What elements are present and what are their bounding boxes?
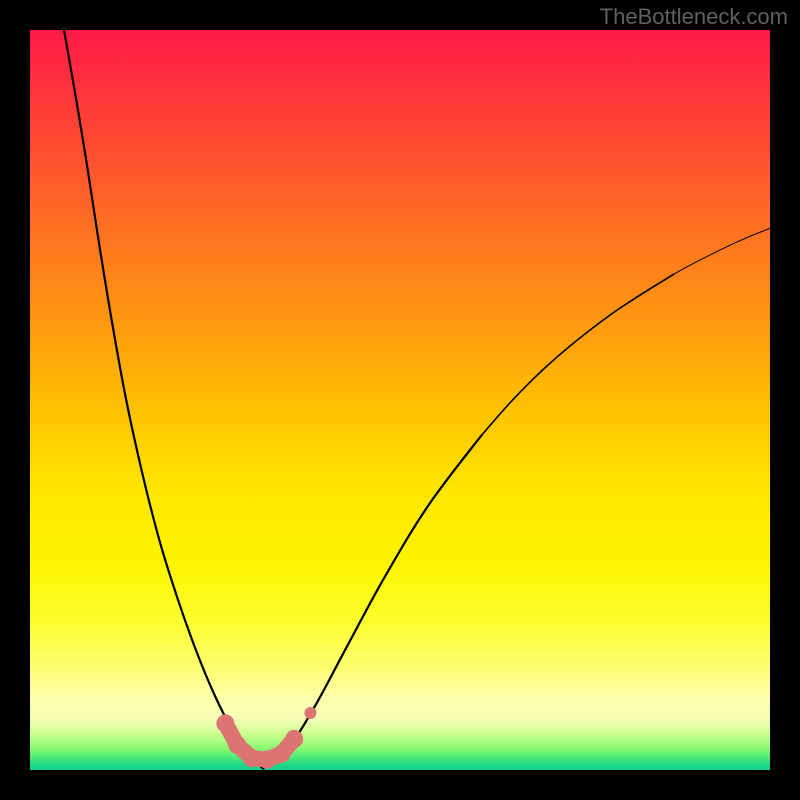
- chart-stage: TheBottleneck.com: [0, 0, 800, 800]
- chain-node-0: [216, 714, 234, 732]
- watermark-text: TheBottleneck.com: [600, 4, 788, 30]
- chain-node-1: [228, 736, 246, 754]
- chain-node-4: [273, 745, 291, 763]
- plot-background: [30, 30, 770, 770]
- chart-svg: [0, 0, 800, 800]
- chain-node-5: [285, 730, 303, 748]
- chain-extra-dot: [304, 707, 316, 719]
